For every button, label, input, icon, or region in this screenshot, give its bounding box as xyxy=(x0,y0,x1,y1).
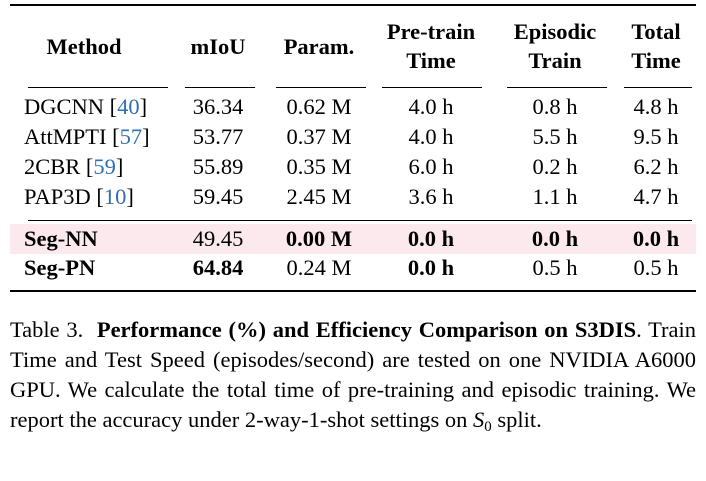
header-pretrain-line1: Pre-train xyxy=(386,19,476,44)
caption-body-end: split. xyxy=(491,407,542,432)
method-cell: Seg-NN xyxy=(24,226,98,251)
caption-split-variable: S xyxy=(472,407,485,432)
header-rule-param xyxy=(276,87,366,88)
citation-link[interactable]: 10 xyxy=(103,184,127,209)
highlight-row-background xyxy=(10,224,696,254)
caption-split-subscript: 0 xyxy=(484,419,492,435)
header-rule-total xyxy=(624,87,692,88)
citation-link[interactable]: 57 xyxy=(119,124,143,149)
episodic-cell: 0.8 h xyxy=(532,94,578,119)
header-rule-episodic xyxy=(507,87,607,88)
episodic-cell: 5.5 h xyxy=(532,124,578,149)
method-name: PAP3D xyxy=(24,184,91,209)
miou-cell: 59.45 xyxy=(192,184,244,209)
episodic-cell: 0.5 h xyxy=(532,255,578,280)
citation-link[interactable]: 40 xyxy=(117,94,140,119)
miou-cell: 36.34 xyxy=(192,94,244,119)
miou-cell: 53.77 xyxy=(192,124,244,149)
method-name: 2CBR xyxy=(24,154,81,179)
header-total-line2: Time xyxy=(631,48,681,73)
param-cell: 0.35 M xyxy=(286,154,352,179)
pretrain-cell: 0.0 h xyxy=(407,255,455,280)
header-method: Method xyxy=(46,34,122,59)
method-cell: DGCNN [40] xyxy=(24,94,148,119)
table-bottom-rule xyxy=(10,290,696,292)
method-cell: 2CBR [59] xyxy=(24,154,124,179)
table-mid-rule xyxy=(28,220,692,221)
episodic-cell: 1.1 h xyxy=(532,184,578,209)
pretrain-cell: 4.0 h xyxy=(408,94,454,119)
table-caption: Table 3. Performance (%) and Efficiency … xyxy=(10,315,696,435)
header-miou: mIoU xyxy=(190,34,246,59)
total-cell: 6.2 h xyxy=(633,154,679,179)
miou-cell: 64.84 xyxy=(192,255,244,280)
method-name: DGCNN xyxy=(24,94,105,119)
param-cell: 0.37 M xyxy=(286,124,352,149)
total-cell: 4.8 h xyxy=(633,94,679,119)
caption-label: Table 3. xyxy=(10,317,84,342)
header-episodic-train: Episodic Train xyxy=(500,17,610,75)
header-episodic-line2: Train xyxy=(528,48,582,73)
total-cell: 4.7 h xyxy=(633,184,679,209)
header-episodic-line1: Episodic xyxy=(513,19,597,44)
header-param: Param. xyxy=(283,34,355,59)
miou-cell: 49.45 xyxy=(192,226,244,251)
header-rule-pretrain xyxy=(382,87,482,88)
header-pretrain-time: Pre-train Time xyxy=(375,17,487,75)
caption-title: Performance (%) and Efficiency Compariso… xyxy=(96,317,637,342)
header-total-line1: Total xyxy=(631,19,681,44)
total-cell: 0.0 h xyxy=(632,226,680,251)
header-rule-method xyxy=(28,87,168,88)
param-cell: 2.45 M xyxy=(286,184,352,209)
method-cell: AttMPTI [57] xyxy=(24,124,150,149)
caption-body: . Train Time and Test Speed (episodes/se… xyxy=(10,317,697,432)
param-cell: 0.24 M xyxy=(286,255,352,280)
total-cell: 9.5 h xyxy=(633,124,679,149)
pretrain-cell: 4.0 h xyxy=(408,124,454,149)
episodic-cell: 0.2 h xyxy=(532,154,578,179)
header-total-time: Total Time xyxy=(619,17,693,75)
method-cell: PAP3D [10] xyxy=(24,184,134,209)
miou-cell: 55.89 xyxy=(192,154,244,179)
episodic-cell: 0.0 h xyxy=(531,226,579,251)
method-cell: Seg-PN xyxy=(24,255,96,280)
header-rule-miou xyxy=(185,87,255,88)
method-name: AttMPTI xyxy=(24,124,107,149)
param-cell: 0.62 M xyxy=(286,94,352,119)
pretrain-cell: 0.0 h xyxy=(407,226,455,251)
table-top-rule xyxy=(10,4,696,6)
total-cell: 0.5 h xyxy=(633,255,679,280)
pretrain-cell: 6.0 h xyxy=(408,154,454,179)
citation-link[interactable]: 59 xyxy=(93,154,116,179)
header-pretrain-line2: Time xyxy=(406,48,456,73)
pretrain-cell: 3.6 h xyxy=(408,184,454,209)
param-cell: 0.00 M xyxy=(285,226,353,251)
